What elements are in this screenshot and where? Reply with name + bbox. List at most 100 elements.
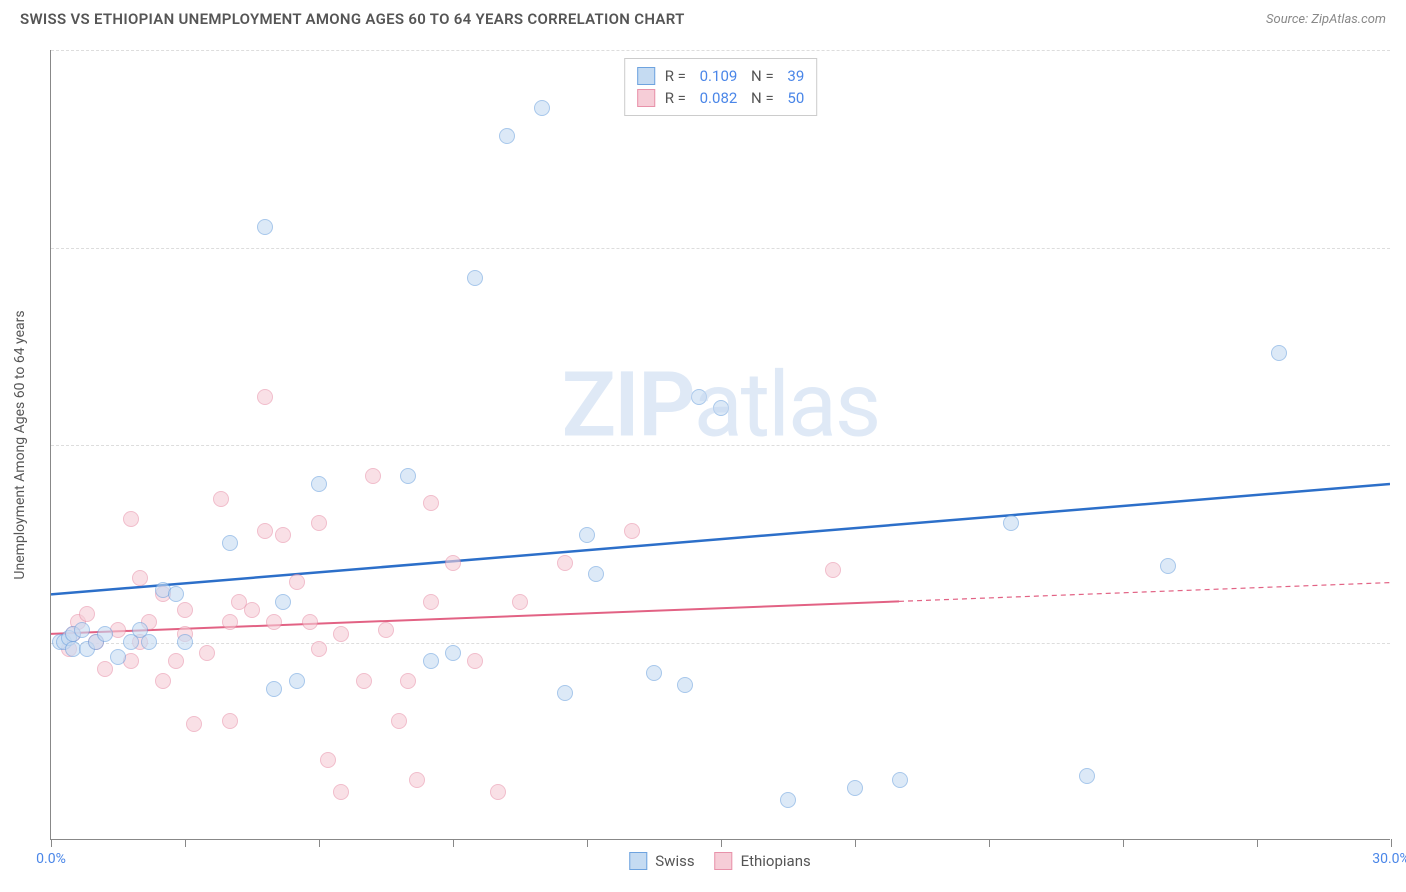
- y-axis-title: Unemployment Among Ages 60 to 64 years: [12, 310, 28, 579]
- r-value-ethiopians: 0.082: [700, 89, 738, 107]
- chart-area: ZIPatlas R = 0.109 N = 39 R = 0.082 N = …: [50, 50, 1390, 840]
- data-point-swiss: [400, 468, 416, 484]
- data-point-swiss: [311, 476, 327, 492]
- data-point-swiss: [557, 685, 573, 701]
- legend-item-swiss: Swiss: [629, 852, 694, 870]
- data-point-swiss: [499, 128, 515, 144]
- data-point-swiss: [423, 653, 439, 669]
- data-point-swiss: [74, 622, 90, 638]
- data-point-ethiopians: [155, 673, 171, 689]
- data-point-swiss: [677, 677, 693, 693]
- data-point-ethiopians: [222, 713, 238, 729]
- grid-line: [51, 50, 1390, 51]
- data-point-swiss: [847, 780, 863, 796]
- data-point-ethiopians: [512, 594, 528, 610]
- data-point-ethiopians: [177, 602, 193, 618]
- grid-line: [51, 643, 1390, 644]
- legend-swatch-icon: [637, 67, 655, 85]
- x-tick-label: 30.0%: [1372, 851, 1406, 867]
- x-tick: [855, 839, 856, 847]
- chart-source: Source: ZipAtlas.com: [1266, 12, 1386, 27]
- data-point-swiss: [646, 665, 662, 681]
- x-tick: [1391, 839, 1392, 847]
- series-legend: Swiss Ethiopians: [629, 852, 810, 870]
- legend-swatch-icon: [629, 852, 647, 870]
- grid-line: [51, 248, 1390, 249]
- grid-line: [51, 445, 1390, 446]
- data-point-ethiopians: [311, 641, 327, 657]
- n-value-ethiopians: 50: [787, 89, 804, 107]
- y-tick-label: 15.0%: [1395, 240, 1406, 256]
- data-point-swiss: [257, 219, 273, 235]
- data-point-swiss: [266, 681, 282, 697]
- data-point-ethiopians: [213, 491, 229, 507]
- data-point-swiss: [110, 649, 126, 665]
- data-point-ethiopians: [132, 570, 148, 586]
- x-tick: [185, 839, 186, 847]
- legend-swatch-icon: [637, 89, 655, 107]
- data-point-ethiopians: [365, 468, 381, 484]
- data-point-ethiopians: [311, 515, 327, 531]
- legend-row-ethiopians: R = 0.082 N = 50: [637, 87, 805, 109]
- n-value-swiss: 39: [787, 67, 804, 85]
- chart-title: SWISS VS ETHIOPIAN UNEMPLOYMENT AMONG AG…: [20, 10, 685, 28]
- data-point-swiss: [1079, 768, 1095, 784]
- x-tick: [453, 839, 454, 847]
- x-tick: [1257, 839, 1258, 847]
- data-point-swiss: [588, 566, 604, 582]
- data-point-swiss: [467, 270, 483, 286]
- data-point-ethiopians: [378, 622, 394, 638]
- data-point-swiss: [691, 389, 707, 405]
- data-point-ethiopians: [409, 772, 425, 788]
- x-tick: [51, 839, 52, 847]
- data-point-ethiopians: [391, 713, 407, 729]
- data-point-swiss: [177, 634, 193, 650]
- data-point-ethiopians: [445, 555, 461, 571]
- data-point-swiss: [1271, 345, 1287, 361]
- data-point-ethiopians: [423, 495, 439, 511]
- data-point-swiss: [1160, 558, 1176, 574]
- data-point-ethiopians: [333, 784, 349, 800]
- data-point-swiss: [222, 535, 238, 551]
- data-point-ethiopians: [244, 602, 260, 618]
- plot-region: ZIPatlas R = 0.109 N = 39 R = 0.082 N = …: [50, 50, 1390, 840]
- data-point-swiss: [141, 634, 157, 650]
- x-tick: [587, 839, 588, 847]
- legend-item-ethiopians: Ethiopians: [715, 852, 811, 870]
- data-point-swiss: [289, 673, 305, 689]
- data-point-ethiopians: [289, 574, 305, 590]
- data-point-ethiopians: [490, 784, 506, 800]
- chart-header: SWISS VS ETHIOPIAN UNEMPLOYMENT AMONG AG…: [0, 0, 1406, 34]
- data-point-ethiopians: [222, 614, 238, 630]
- x-tick-label: 0.0%: [36, 851, 66, 867]
- data-point-ethiopians: [333, 626, 349, 642]
- data-point-ethiopians: [199, 645, 215, 661]
- r-value-swiss: 0.109: [700, 67, 738, 85]
- x-tick: [989, 839, 990, 847]
- data-point-ethiopians: [168, 653, 184, 669]
- data-point-ethiopians: [356, 673, 372, 689]
- data-point-swiss: [579, 527, 595, 543]
- data-point-ethiopians: [123, 511, 139, 527]
- data-point-swiss: [892, 772, 908, 788]
- legend-label: Ethiopians: [741, 852, 811, 870]
- data-point-ethiopians: [320, 752, 336, 768]
- data-point-ethiopians: [557, 555, 573, 571]
- data-point-swiss: [275, 594, 291, 610]
- data-point-ethiopians: [624, 523, 640, 539]
- y-tick-label: 5.0%: [1395, 635, 1406, 651]
- correlation-legend: R = 0.109 N = 39 R = 0.082 N = 50: [624, 58, 818, 116]
- x-tick: [1123, 839, 1124, 847]
- data-point-swiss: [168, 586, 184, 602]
- legend-swatch-icon: [715, 852, 733, 870]
- data-point-ethiopians: [302, 614, 318, 630]
- legend-label: Swiss: [655, 852, 694, 870]
- data-point-ethiopians: [257, 389, 273, 405]
- data-point-ethiopians: [275, 527, 291, 543]
- data-point-swiss: [780, 792, 796, 808]
- y-tick-label: 20.0%: [1395, 42, 1406, 58]
- data-point-ethiopians: [467, 653, 483, 669]
- data-point-ethiopians: [423, 594, 439, 610]
- data-point-ethiopians: [97, 661, 113, 677]
- x-tick: [319, 839, 320, 847]
